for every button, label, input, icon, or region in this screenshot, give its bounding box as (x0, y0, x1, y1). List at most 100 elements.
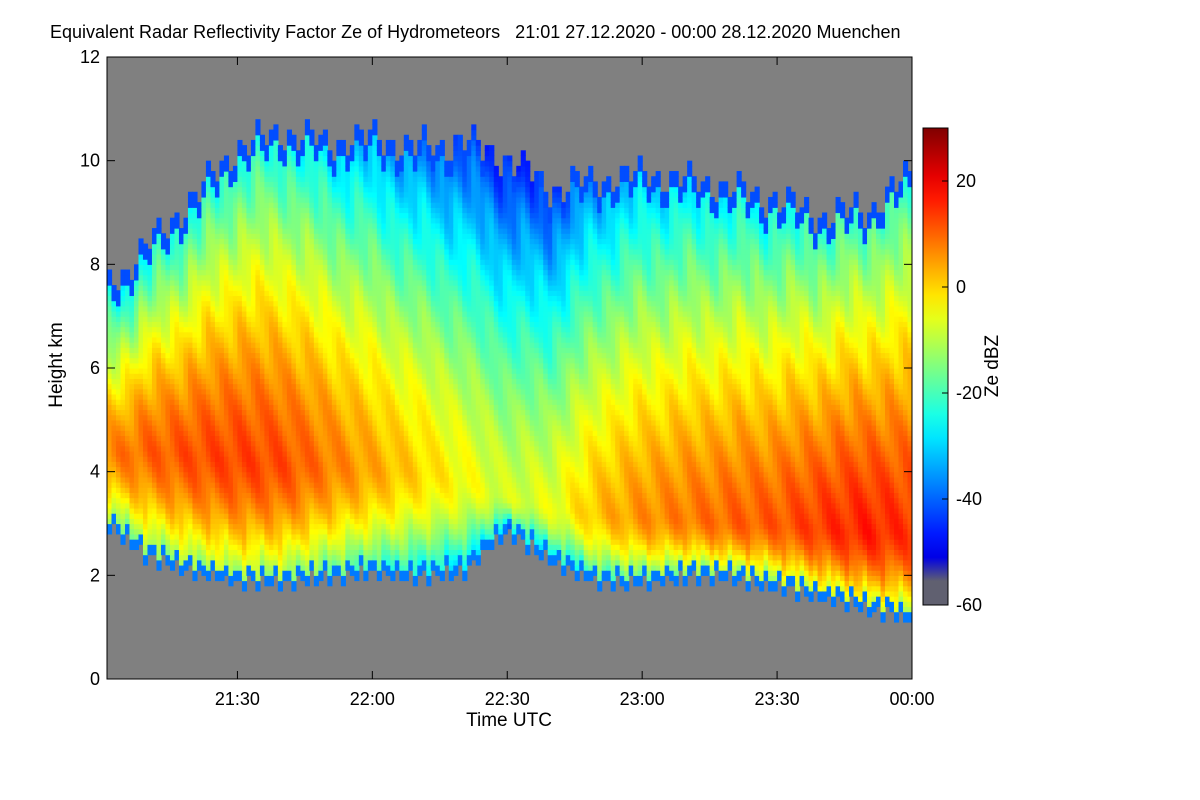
heatmap-cell (381, 362, 387, 369)
heatmap-cell (381, 336, 387, 343)
heatmap-cell (133, 450, 140, 457)
heatmap-cell (367, 285, 373, 291)
heatmap-cell (178, 570, 185, 576)
heatmap-cell (336, 347, 342, 354)
heatmap-cell (349, 228, 355, 234)
heatmap-cell (232, 186, 239, 193)
heatmap-cell (286, 145, 292, 151)
heatmap-cell (286, 362, 292, 369)
heatmap-cell (174, 248, 180, 255)
heatmap-cell (376, 430, 382, 436)
heatmap-cell (205, 430, 212, 436)
heatmap-cell (219, 171, 225, 177)
heatmap-cell (237, 388, 243, 395)
heatmap-cell (228, 445, 234, 452)
heatmap-cell (340, 502, 346, 509)
heatmap-cell (354, 435, 360, 442)
heatmap-cell (381, 248, 387, 255)
heatmap-cell (138, 357, 144, 364)
heatmap-cell (295, 160, 301, 167)
heatmap-cell (205, 357, 212, 364)
heatmap-cell (268, 129, 274, 136)
heatmap-cell (255, 321, 261, 328)
heatmap-cell (327, 171, 333, 177)
heatmap-cell (282, 253, 288, 260)
heatmap-cell (309, 357, 315, 364)
heatmap-cell (205, 533, 212, 540)
heatmap-cell (241, 492, 248, 499)
heatmap-cell (268, 399, 274, 405)
heatmap-cell (219, 290, 225, 297)
heatmap-cell (363, 466, 369, 473)
heatmap-cell (151, 300, 158, 307)
heatmap-cell (133, 285, 140, 291)
heatmap-cell (178, 248, 185, 255)
heatmap-cell (367, 248, 373, 255)
heatmap-cell (232, 171, 239, 177)
heatmap-cell (354, 523, 360, 530)
heatmap-cell (232, 373, 239, 379)
heatmap-cell (228, 357, 234, 364)
heatmap-cell (264, 466, 270, 473)
heatmap-cell (205, 440, 212, 447)
heatmap-cell (277, 507, 283, 514)
heatmap-cell (214, 352, 221, 359)
heatmap-cell (318, 393, 324, 400)
heatmap-cell (273, 513, 279, 519)
heatmap-cell (219, 549, 225, 556)
heatmap-cell (318, 549, 324, 556)
heatmap-cell (232, 544, 239, 551)
heatmap-cell (349, 347, 355, 354)
heatmap-cell (246, 399, 252, 405)
heatmap-cell (358, 290, 364, 297)
heatmap-cell (259, 378, 266, 385)
heatmap-cell (156, 523, 162, 530)
heatmap-cell (304, 336, 310, 343)
heatmap-cell (372, 264, 378, 271)
heatmap-cell (363, 502, 369, 509)
heatmap-cell (219, 253, 225, 260)
heatmap-cell (354, 450, 360, 457)
heatmap-cell (160, 482, 167, 488)
heatmap-cell (304, 383, 310, 390)
heatmap-cell (349, 388, 355, 395)
heatmap-cell (381, 492, 387, 499)
heatmap-cell (385, 295, 391, 302)
heatmap-cell (241, 191, 248, 198)
heatmap-cell (214, 305, 221, 312)
heatmap-cell (241, 243, 248, 250)
heatmap-cell (160, 487, 167, 493)
heatmap-cell (295, 165, 301, 172)
heatmap-cell (367, 181, 373, 188)
heatmap-cell (210, 191, 216, 198)
heatmap-cell (363, 487, 369, 493)
heatmap-cell (214, 347, 221, 354)
heatmap-cell (241, 357, 248, 364)
heatmap-cell (228, 362, 234, 369)
heatmap-cell (192, 336, 198, 343)
heatmap-cell (237, 191, 243, 198)
heatmap-cell (322, 425, 328, 431)
heatmap-cell (363, 347, 369, 354)
heatmap-cell (367, 139, 373, 146)
heatmap-cell (273, 383, 279, 390)
heatmap-cell (349, 487, 355, 493)
heatmap-cell (214, 336, 221, 343)
heatmap-cell (304, 155, 310, 162)
heatmap-cell (255, 461, 261, 468)
heatmap-cell (156, 518, 162, 525)
heatmap-cell (313, 580, 319, 587)
heatmap-cell (385, 202, 391, 208)
heatmap-cell (187, 347, 194, 354)
heatmap-cell (313, 259, 319, 265)
heatmap-cell (295, 352, 301, 359)
heatmap-cell (286, 160, 292, 167)
heatmap-cell (196, 378, 203, 385)
heatmap-cell (165, 352, 171, 359)
heatmap-cell (273, 274, 279, 281)
heatmap-cell (381, 357, 387, 364)
heatmap-cell (196, 539, 203, 545)
heatmap-cell (156, 274, 162, 281)
heatmap-cell (318, 342, 324, 348)
heatmap-cell (390, 285, 396, 291)
